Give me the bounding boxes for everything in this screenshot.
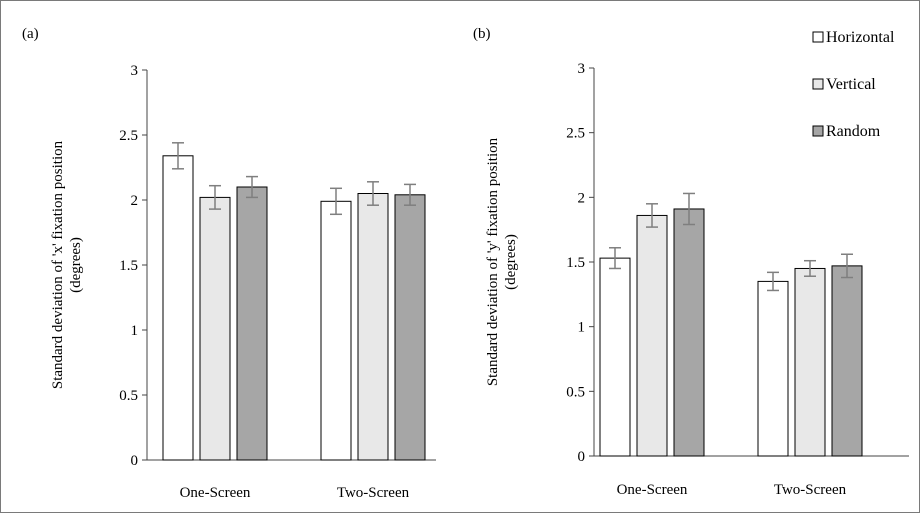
bar-random: [237, 187, 267, 460]
panel-label: (b): [473, 26, 491, 42]
bar-random: [395, 195, 425, 460]
bar-horizontal: [321, 201, 351, 460]
bar-horizontal: [600, 258, 630, 456]
y-tick-label: 2.5: [566, 126, 585, 142]
legend-label: Horizontal: [826, 29, 895, 46]
bar-vertical: [637, 215, 667, 456]
panel-label: (a): [22, 26, 39, 42]
legend: Horizontal Vertical Random: [813, 29, 895, 140]
bar-random: [832, 266, 862, 456]
y-tick-label: 0: [131, 453, 139, 469]
bar-vertical: [200, 197, 230, 460]
x-category-label: One-Screen: [617, 482, 688, 498]
y-tick-label: 3: [578, 61, 586, 77]
legend-swatch: [813, 79, 823, 89]
legend-swatch: [813, 126, 823, 136]
y-tick-label: 1.5: [566, 255, 585, 271]
x-category-label: One-Screen: [180, 485, 251, 501]
y-axis-title-units: (degrees): [503, 234, 519, 290]
x-category-label: Two-Screen: [337, 485, 410, 501]
chart-panel-2: (b) Standard deviation of 'y' fixation po…: [473, 26, 909, 498]
legend-label: Vertical: [826, 76, 876, 93]
y-axis-title-units: (degrees): [68, 237, 84, 293]
chart-panel-1: (a) Standard deviation of 'x' fixation po…: [22, 26, 436, 501]
y-tick-label: 0: [578, 449, 586, 465]
y-tick-label: 2: [131, 193, 139, 209]
y-tick-label: 3: [131, 63, 139, 79]
y-tick-label: 1: [131, 323, 139, 339]
y-tick-label: 2.5: [119, 128, 138, 144]
y-tick-label: 2: [578, 190, 586, 206]
bar-horizontal: [758, 281, 788, 456]
y-axis-title: Standard deviation of 'x' fixation posit…: [50, 140, 66, 389]
x-category-label: Two-Screen: [774, 482, 847, 498]
y-tick-label: 0.5: [119, 388, 138, 404]
y-tick-label: 1: [578, 320, 586, 336]
bar-vertical: [358, 194, 388, 461]
y-tick-label: 0.5: [566, 384, 585, 400]
y-axis-title: Standard deviation of 'y' fixation posit…: [485, 137, 501, 386]
bar-vertical: [795, 268, 825, 456]
bar-random: [674, 209, 704, 456]
legend-swatch: [813, 32, 823, 42]
legend-label: Random: [826, 123, 881, 140]
bar-horizontal: [163, 156, 193, 460]
y-tick-label: 1.5: [119, 258, 138, 274]
